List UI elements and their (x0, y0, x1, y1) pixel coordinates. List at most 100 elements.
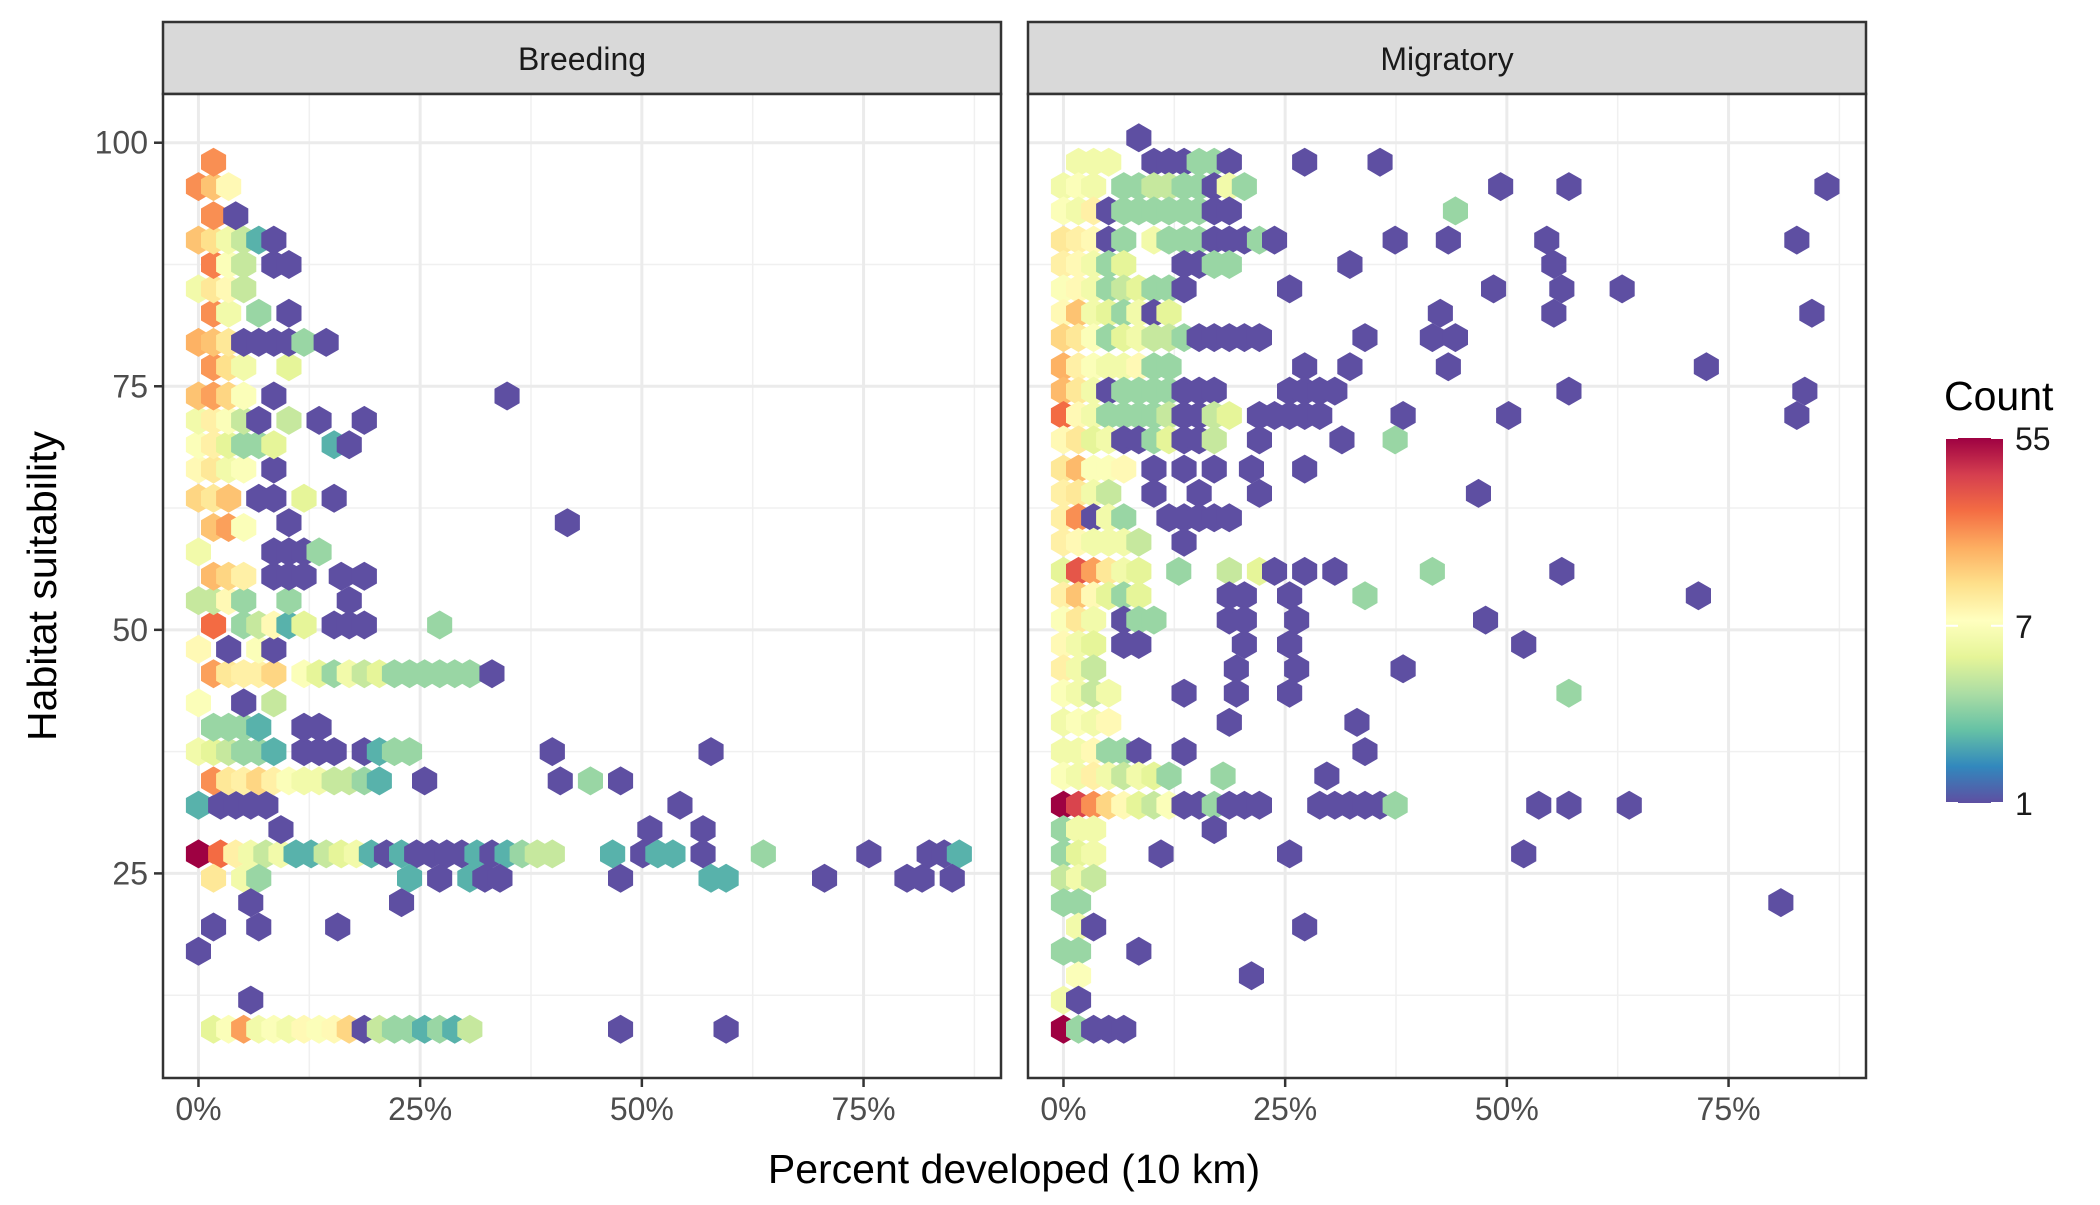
hexbin-cell (494, 381, 520, 411)
plot-border-migratory (1026, 92, 1868, 1080)
hexbin-cell (1111, 225, 1137, 255)
hexbin-cell (1549, 274, 1575, 304)
hexbin-cell (412, 766, 438, 796)
hexbin-cell (1556, 376, 1582, 406)
hexbin-cell (1784, 401, 1810, 430)
hexbin-cell (1096, 707, 1122, 737)
hexbin-cell (1216, 196, 1242, 226)
x-tick-label: 0% (175, 1091, 221, 1127)
hexbin-cell (1231, 605, 1257, 635)
hexbin-cell (389, 888, 415, 918)
hexbin-cell (713, 863, 739, 893)
hexbin-cell (1238, 454, 1264, 484)
x-tick-label: 50% (610, 1091, 674, 1127)
hexbin-cell (1262, 225, 1288, 255)
hexbin-cell (1231, 630, 1257, 659)
hexbin-cell (1216, 401, 1242, 430)
hexbin-cell (1081, 863, 1107, 893)
hexbin-cell (750, 839, 776, 869)
hexbin-cell (1337, 250, 1363, 279)
hexbin-cell (276, 586, 302, 616)
hexbin-cell (1609, 274, 1635, 304)
y-axis-title: Habitat suitability (19, 431, 65, 741)
hexbin-cell (185, 936, 211, 966)
hexbin-cell (336, 430, 362, 460)
hexbin-cell (1201, 425, 1227, 455)
x-axis-title: Percent developed (10 km) (768, 1146, 1260, 1192)
hexbin-cell (608, 766, 634, 796)
hexbin-cell (1081, 912, 1107, 942)
hexbin-cell (1148, 839, 1174, 869)
hexbin-cell (1693, 352, 1719, 382)
hexbin-cell (1186, 478, 1212, 508)
x-tick-label: 50% (1475, 1091, 1539, 1127)
hexbin-cell (600, 839, 626, 869)
hexbin-cell (1442, 323, 1468, 353)
hexbin-cell (231, 688, 257, 718)
y-tick-label: 75 (112, 368, 148, 404)
hexbin-cell (1322, 376, 1348, 406)
hexbin-cell (246, 298, 272, 328)
hexbin-cell (246, 912, 272, 942)
hexbin-cell (261, 430, 287, 460)
hexbin-cell (201, 147, 227, 177)
hexbin-cell (261, 483, 287, 513)
hexbin-cell (1111, 454, 1137, 484)
hexbin-cell (321, 737, 347, 767)
x-tick-label: 0% (1040, 1091, 1086, 1127)
hexbin-cell (1201, 815, 1227, 845)
hexbin-cell (1481, 274, 1507, 304)
hexbin-cell (231, 250, 257, 279)
hexbin-cell (1096, 478, 1122, 508)
hexbin-cell (1541, 298, 1567, 328)
hexbin-cell (1277, 630, 1303, 659)
hexbin-cell (1292, 912, 1318, 942)
hexbin-cell (1141, 454, 1167, 484)
hexbin-cell (397, 737, 423, 767)
hexbin-cell (812, 863, 838, 893)
hexbin-cell (216, 298, 242, 328)
x-axis-migratory: 0% 25% 50% 75% (1040, 1078, 1761, 1127)
hexbin-cell (1126, 581, 1152, 611)
hexbin-cell (246, 863, 272, 893)
hexbin-cell (1216, 707, 1242, 737)
hexbin-cell (660, 839, 686, 869)
hexbin-cell (1526, 790, 1552, 820)
hexbin-cell (1352, 737, 1378, 767)
hexbin-cell (1081, 654, 1107, 684)
strip-breeding (161, 20, 1003, 96)
hexbin-cell (231, 586, 257, 616)
hexbin-cell (1616, 790, 1642, 820)
hexbin-cell (306, 712, 332, 742)
hexbins-migratory (1050, 123, 1840, 1044)
hexbin-cell (276, 250, 302, 279)
hexbin-cell (1799, 298, 1825, 328)
hexbin-cell (698, 737, 724, 767)
hexbin-cell (1367, 147, 1393, 177)
hexbin-cell (577, 766, 603, 796)
hexbin-cell (261, 634, 287, 664)
hexbin-cell (351, 405, 377, 435)
hexbin-cell (261, 381, 287, 411)
y-tick-label: 100 (95, 125, 148, 161)
hexbin-cell (1210, 761, 1236, 791)
legend-colorbar (1946, 438, 2003, 803)
hexbin-cell (1784, 225, 1810, 255)
hexbin-cell (1066, 936, 1092, 966)
hexbin-cell (1511, 630, 1537, 659)
hexbin-cell (1216, 147, 1242, 177)
hexbin-cell (201, 912, 227, 942)
hexbin-cell (1488, 172, 1514, 202)
hexbin-cell (1238, 961, 1264, 991)
hexbin-cell (231, 352, 257, 382)
hexbin-cell (539, 737, 565, 767)
hexbin-cell (1541, 250, 1567, 279)
hexbin-cell (306, 537, 332, 567)
hexbin-cell (276, 352, 302, 382)
x-tick-label: 75% (832, 1091, 896, 1127)
hexbin-cell (690, 839, 716, 869)
hexbin-cell (1262, 556, 1288, 586)
hexbin-cell (1126, 527, 1152, 557)
hexbin-cell (261, 225, 287, 255)
